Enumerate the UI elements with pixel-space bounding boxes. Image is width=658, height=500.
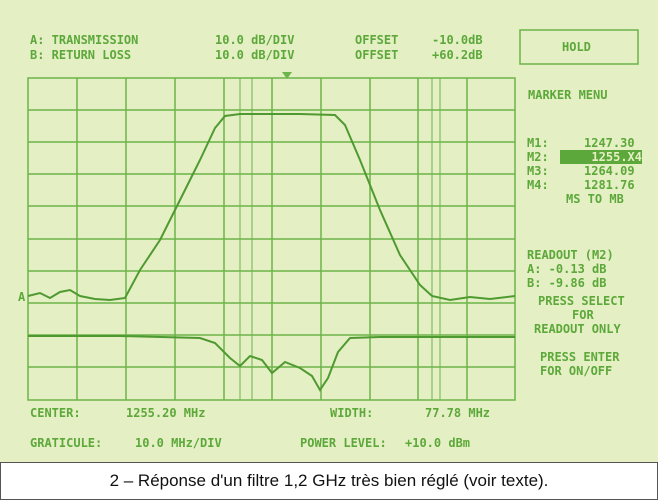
help-text: PRESS SELECT	[538, 294, 625, 308]
header-text: +60.2dB	[432, 48, 483, 62]
readout: A: -0.13 dB	[527, 262, 607, 276]
header-text: 10.0 dB/DIV	[215, 33, 295, 47]
header-text: 10.0 dB/DIV	[215, 48, 295, 62]
marker-value: 1264.09	[584, 164, 635, 178]
help-text: PRESS ENTER	[540, 350, 620, 364]
trace-label: A	[18, 290, 26, 304]
header-text: OFFSET	[355, 48, 399, 62]
footer-text: 10.0 MHz/DIV	[135, 436, 222, 450]
marker-label: M2:	[527, 150, 549, 164]
footer-text: GRATICULE:	[30, 436, 103, 450]
header-text: -10.0dB	[432, 33, 483, 47]
marker-value: 1255.X4	[560, 150, 642, 164]
caption: 2 – Réponse d'un filtre 1,2 GHz très bie…	[0, 462, 658, 500]
menu-item: MS TO MB	[566, 192, 624, 206]
readout: B: -9.86 dB	[527, 276, 607, 290]
readout-title: READOUT (M2)	[527, 248, 614, 262]
help-text: READOUT ONLY	[534, 322, 621, 336]
marker-value: 1281.76	[584, 178, 635, 192]
marker-label: M4:	[527, 178, 549, 192]
footer-text: POWER LEVEL:	[300, 436, 387, 450]
footer-text: 77.78 MHz	[425, 406, 491, 420]
footer-text: 1255.20 MHz	[126, 406, 206, 420]
header-text: A: TRANSMISSION	[30, 33, 139, 47]
header-text: OFFSET	[355, 33, 399, 47]
header-text: B: RETURN LOSS	[30, 48, 132, 62]
marker-label: M1:	[527, 136, 549, 150]
menu-title: MARKER MENU	[528, 88, 608, 102]
footer-text: WIDTH:	[330, 406, 374, 420]
footer-text: CENTER:	[30, 406, 81, 420]
footer-text: +10.0 dBm	[405, 436, 471, 450]
marker-label: M3:	[527, 164, 549, 178]
help-text: FOR	[572, 308, 594, 322]
help-text: FOR ON/OFF	[540, 364, 613, 378]
hold-button: HOLD	[562, 40, 591, 54]
marker-value: 1247.30	[584, 136, 635, 150]
graticule	[27, 29, 639, 401]
analyzer-screen: A: TRANSMISSION 10.0 dB/DIV OFFSET -10.0…	[0, 0, 658, 462]
